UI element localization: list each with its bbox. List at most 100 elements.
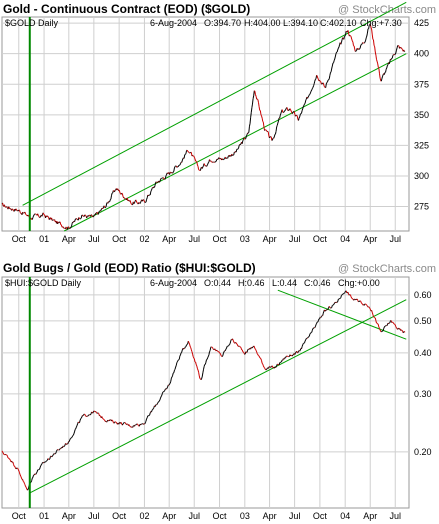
price-segment xyxy=(313,83,315,86)
price-segment xyxy=(6,454,8,457)
price-segment xyxy=(109,199,111,202)
gold-chart-credit: @ StockCharts.com xyxy=(338,4,436,16)
price-segment xyxy=(177,360,179,362)
price-segment xyxy=(243,137,246,140)
price-segment xyxy=(227,156,229,159)
price-segment xyxy=(33,474,35,476)
price-segment xyxy=(235,149,238,153)
price-segment xyxy=(141,199,144,202)
price-segment xyxy=(208,351,211,355)
price-segment xyxy=(25,213,27,216)
price-segment xyxy=(91,214,93,217)
price-segment xyxy=(262,122,265,128)
price-segment xyxy=(230,339,232,342)
price-segment xyxy=(348,294,351,296)
price-segment xyxy=(165,174,168,176)
price-segment xyxy=(165,388,167,390)
price-segment xyxy=(157,402,159,404)
price-segment xyxy=(149,191,152,196)
price-segment xyxy=(150,190,152,192)
price-segment xyxy=(402,331,405,334)
y-tick-label: 0.60 xyxy=(414,290,432,300)
price-segment xyxy=(307,337,309,339)
price-segment xyxy=(181,160,183,163)
price-segment xyxy=(97,211,100,215)
price-segment xyxy=(298,116,301,119)
price-segment xyxy=(173,370,175,373)
price-segment xyxy=(71,436,73,438)
price-segment xyxy=(274,366,276,368)
price-segment xyxy=(241,349,244,352)
price-segment xyxy=(60,224,63,227)
price-segment xyxy=(275,365,278,368)
price-segment xyxy=(100,208,103,210)
price-segment xyxy=(268,366,270,368)
price-segment xyxy=(212,348,215,350)
price-segment xyxy=(109,198,112,201)
price-segment xyxy=(333,303,335,305)
price-segment xyxy=(315,323,318,325)
price-segment xyxy=(71,221,74,224)
price-segment xyxy=(186,343,189,345)
price-segment xyxy=(178,358,180,361)
price-segment xyxy=(390,58,393,60)
price-segment xyxy=(314,79,316,82)
price-segment xyxy=(259,357,262,360)
price-segment xyxy=(40,464,42,467)
price-segment xyxy=(58,221,60,224)
price-segment xyxy=(245,134,248,137)
price-segment xyxy=(292,111,294,113)
price-segment xyxy=(230,155,232,157)
price-segment xyxy=(32,475,34,478)
price-segment xyxy=(37,215,40,217)
price-segment xyxy=(156,403,158,405)
price-segment xyxy=(301,108,304,111)
price-segment xyxy=(196,368,199,371)
price-segment xyxy=(159,179,161,182)
price-segment xyxy=(120,422,123,425)
price-segment xyxy=(314,326,316,328)
price-segment xyxy=(279,361,282,363)
gold-quote-high: H:404.00 xyxy=(244,18,281,28)
price-segment xyxy=(248,123,251,127)
price-segment xyxy=(187,340,190,343)
price-segment xyxy=(2,452,5,455)
price-segment xyxy=(294,352,296,355)
price-segment xyxy=(118,422,120,425)
price-segment xyxy=(121,423,124,426)
price-segment xyxy=(129,200,132,204)
price-segment xyxy=(299,349,301,352)
price-segment xyxy=(42,212,45,215)
price-segment xyxy=(359,300,362,302)
price-segment xyxy=(81,415,83,418)
price-segment xyxy=(395,326,397,328)
price-segment xyxy=(102,417,104,420)
price-segment xyxy=(201,376,203,379)
price-segment xyxy=(2,202,4,206)
price-segment xyxy=(375,54,377,60)
x-tick-label: Oct xyxy=(12,511,27,521)
price-segment xyxy=(302,106,304,109)
price-segment xyxy=(160,178,162,180)
price-segment xyxy=(139,202,141,204)
price-segment xyxy=(258,355,260,357)
price-segment xyxy=(115,422,118,424)
price-segment xyxy=(273,136,275,139)
price-segment xyxy=(45,460,47,463)
price-segment xyxy=(253,90,255,96)
price-segment xyxy=(263,366,265,369)
price-segment xyxy=(379,329,382,332)
price-segment xyxy=(56,449,59,451)
price-segment xyxy=(276,122,279,126)
price-segment xyxy=(10,208,12,210)
price-segment xyxy=(39,215,42,218)
price-segment xyxy=(193,358,196,363)
ratio-quote-date: 6-Aug-2004 xyxy=(150,278,197,288)
price-segment xyxy=(257,99,260,103)
price-segment xyxy=(202,369,204,373)
price-segment xyxy=(220,157,222,160)
price-segment xyxy=(264,368,267,371)
price-segment xyxy=(245,351,247,353)
price-segment xyxy=(148,414,150,416)
price-segment xyxy=(371,310,373,313)
